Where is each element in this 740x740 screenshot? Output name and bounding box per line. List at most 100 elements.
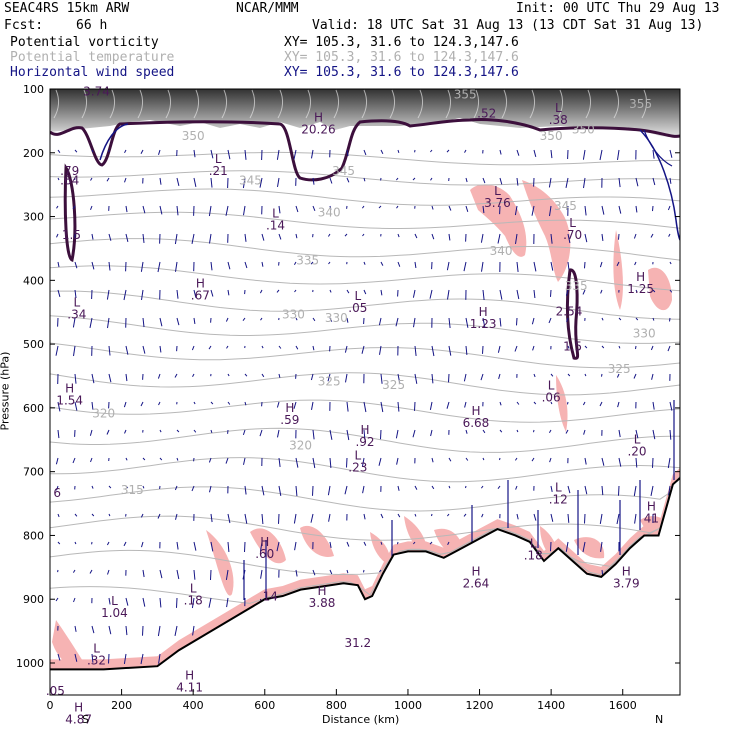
wind-vector	[312, 317, 316, 322]
wind-vector	[72, 457, 76, 464]
extremum-marker: H	[285, 401, 294, 415]
theta-contour	[50, 315, 680, 344]
extremum-value: .18	[524, 549, 543, 563]
extremum-marker: L	[494, 184, 501, 198]
wind-vector	[174, 485, 178, 491]
wind-vector	[668, 233, 671, 237]
wind-vector	[176, 317, 180, 326]
wind-vector	[57, 653, 61, 661]
extremum-value: 3.74	[83, 84, 110, 98]
wind-vector	[448, 233, 451, 241]
wind-vector	[227, 513, 231, 524]
y-tick-label: 400	[23, 274, 44, 287]
wind-vector	[567, 373, 571, 377]
wind-vector	[244, 485, 247, 495]
wind-vector	[499, 149, 502, 155]
extremum-value: .34	[67, 308, 86, 322]
wind-vector	[363, 569, 365, 573]
wind-vector	[91, 373, 95, 384]
wind-vector	[652, 401, 655, 410]
wind-speed-max-shading	[470, 184, 527, 257]
wind-vector	[141, 541, 144, 548]
plot-frame	[49, 88, 681, 696]
extremum-value: .06	[542, 391, 561, 405]
wind-vector	[175, 513, 178, 520]
wind-vector	[616, 261, 620, 267]
theta-label: 340	[490, 244, 513, 258]
wind-vector	[532, 345, 535, 351]
wind-vector	[465, 345, 468, 355]
wind-vector	[448, 373, 450, 383]
wind-vector	[57, 149, 61, 153]
wind-vector	[414, 513, 417, 517]
wind-vector	[142, 485, 145, 489]
wind-vector	[499, 401, 502, 406]
wind-vector	[363, 513, 366, 520]
wind-vector	[261, 513, 264, 525]
wind-speed-max-shading	[556, 375, 568, 432]
extremum-marker: L	[555, 101, 562, 115]
wind-vector	[209, 233, 212, 244]
extremum-marker: H	[471, 404, 480, 418]
wind-vector	[191, 597, 195, 609]
wind-vector	[481, 261, 484, 272]
wind-vector	[533, 373, 536, 378]
wind-vector	[312, 345, 315, 351]
wind-speed-contour	[99, 123, 129, 161]
wind-vector	[276, 289, 280, 293]
wind-vector	[276, 149, 280, 160]
model-title: SEAC4RS 15km ARW	[4, 1, 130, 16]
wind-vector	[584, 345, 588, 349]
strat-streak	[613, 89, 620, 119]
wind-vector	[158, 401, 161, 406]
wind-vector	[226, 597, 229, 608]
wind-vector	[327, 233, 331, 237]
wind-vector	[55, 345, 59, 356]
wind-vector	[260, 569, 263, 579]
wind-vector	[567, 401, 569, 405]
wind-vector	[140, 149, 144, 154]
wind-vector	[142, 205, 146, 214]
wind-vector	[346, 401, 349, 412]
wind-speed-max-shading	[522, 180, 571, 282]
strat-streak	[81, 89, 88, 119]
wind-vector	[414, 485, 418, 490]
wind-vector	[584, 457, 587, 465]
wind-vector	[295, 457, 299, 468]
theta-contour	[50, 475, 680, 512]
wind-vector	[584, 513, 586, 524]
theta-label: 355	[454, 88, 477, 102]
theta-contour	[50, 290, 680, 320]
theta-label: 320	[289, 438, 312, 452]
wind-vector	[107, 569, 110, 575]
wind-vector	[465, 457, 469, 461]
wind-vector	[429, 541, 433, 545]
wind-vector	[446, 261, 450, 271]
wind-vector	[431, 345, 435, 357]
wind-vector	[74, 401, 78, 411]
wind-vector	[516, 513, 519, 520]
extremum-marker: H	[471, 565, 480, 579]
wind-vector	[346, 317, 349, 323]
wind-vector	[278, 485, 282, 496]
extremum-value: 1.5	[563, 339, 582, 353]
wind-vector	[531, 457, 535, 462]
wind-vector	[550, 233, 553, 244]
wind-vector	[344, 345, 348, 353]
wind-vector	[431, 373, 434, 384]
wind-vector	[582, 289, 586, 295]
wind-vector	[667, 345, 671, 352]
wind-vector	[481, 513, 484, 518]
wind-vector	[261, 485, 265, 496]
wind-vector	[599, 401, 603, 407]
x-tick-label: 1600	[609, 699, 637, 712]
wind-vector	[175, 261, 178, 272]
wind-speed-max-shading	[250, 528, 286, 564]
wind-vector	[57, 401, 61, 412]
wind-vector	[91, 233, 94, 240]
wind-vector	[599, 513, 603, 524]
extremum-marker: L	[111, 594, 118, 608]
wind-vector	[106, 429, 110, 435]
wind-vector	[549, 457, 552, 463]
wind-vector	[616, 373, 620, 378]
